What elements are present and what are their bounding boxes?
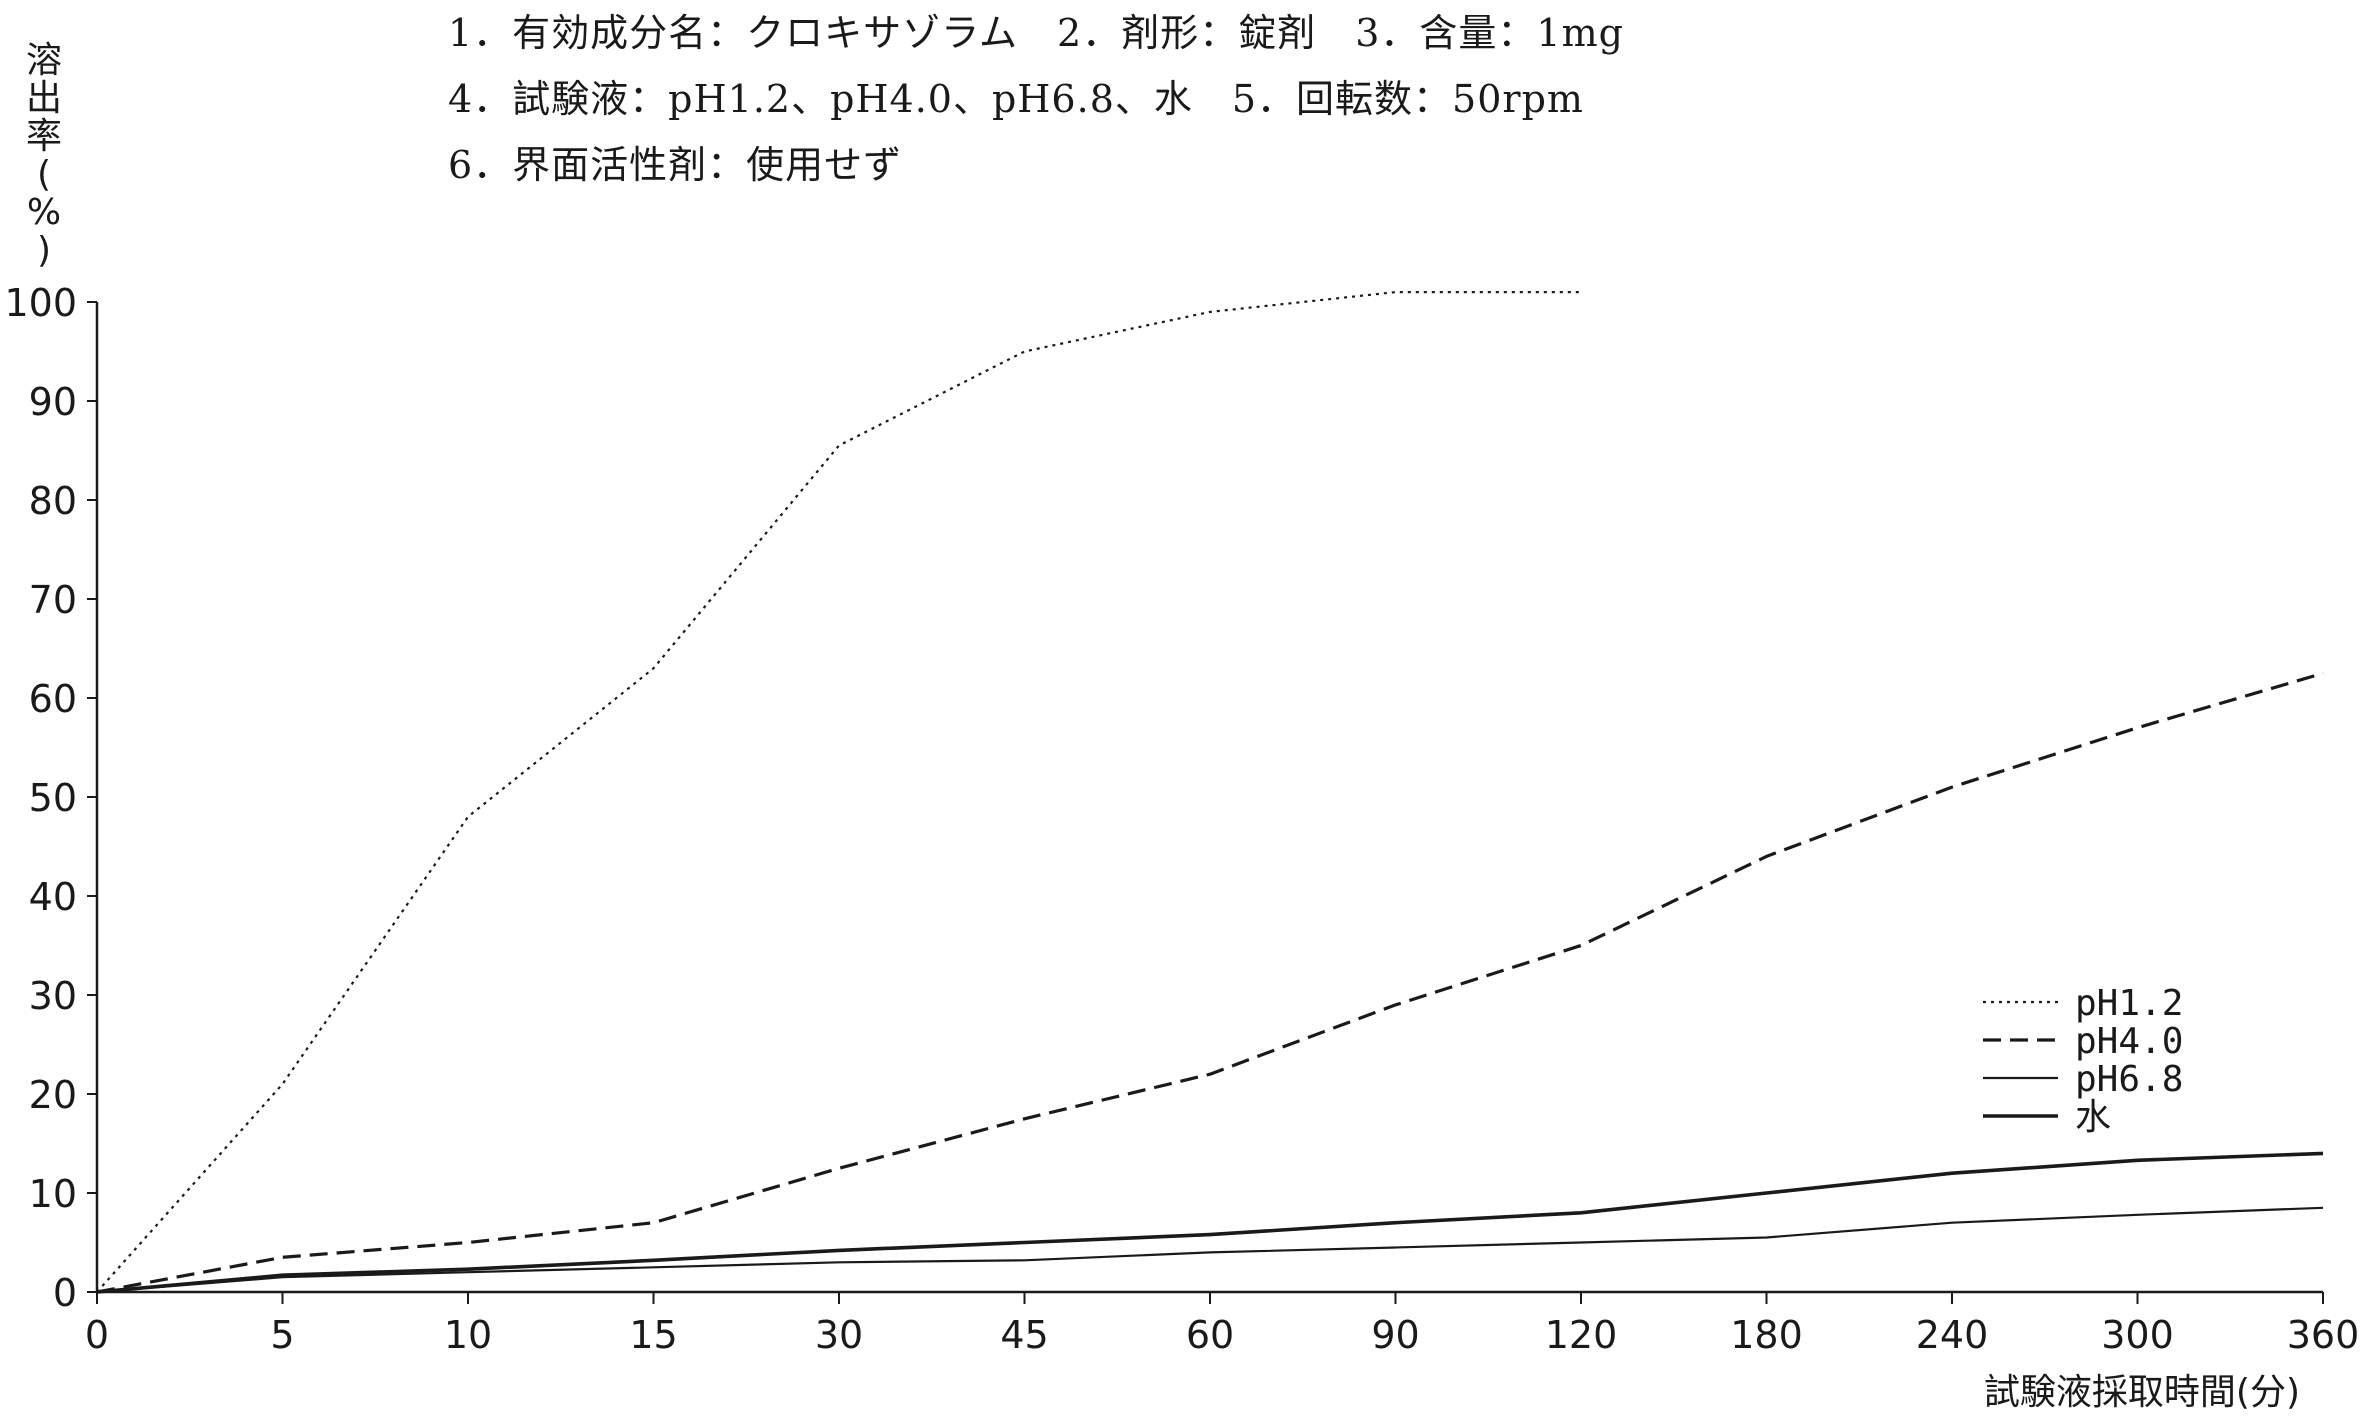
condition-line-3: 6．界面活性剤：使用せず [448, 143, 903, 187]
condition-line-2: 4．試験液：pH1.2、pH4.0、pH6.8、水 5．回転数：50rpm [448, 77, 1584, 121]
x-tick-label: 10 [444, 1313, 492, 1357]
x-tick-label: 5 [270, 1313, 294, 1357]
y-axis-label-char: 率 [26, 116, 62, 157]
y-tick-label: 30 [29, 974, 77, 1018]
x-tick-label: 120 [1545, 1313, 1618, 1357]
y-tick-label: 0 [53, 1271, 77, 1315]
y-tick-label: 100 [4, 281, 77, 325]
y-tick-label: 60 [29, 677, 77, 721]
series-line-water [96, 1151, 2324, 1294]
x-tick-label: 15 [629, 1313, 677, 1357]
y-axis-label-char: % [27, 192, 61, 233]
x-axis-label: 試験液採取時間(分) [1984, 1372, 2300, 1413]
y-tick-label: 80 [29, 479, 77, 523]
legend-label-ph4-0: pH4.0 [2075, 1021, 2183, 1062]
x-tick-label: 360 [2287, 1313, 2360, 1357]
test-conditions: 1．有効成分名：クロキサゾラム 2．剤形：錠剤 3．含量：1mg 4．試験液：p… [448, 0, 2348, 198]
x-tick-label: 240 [1916, 1313, 1989, 1357]
series-line-ph4-0 [96, 671, 2324, 1294]
y-axis-label-char: ) [37, 230, 51, 271]
x-tick-label: 180 [1730, 1313, 1803, 1357]
series-line-ph6-8 [96, 1206, 2324, 1294]
y-tick-label: 70 [29, 578, 77, 622]
chart-axes: 0 10 20 30 40 50 60 70 80 90 100 0 5 10 15 30 45 60 90 120 1… [4, 281, 2359, 1357]
x-tick-label: 90 [1371, 1313, 1419, 1357]
legend-label-ph6-8: pH6.8 [2075, 1059, 2183, 1100]
x-tick-label: 0 [85, 1313, 109, 1357]
y-tick-label: 20 [29, 1073, 77, 1117]
series-line-ph1-2 [96, 291, 1581, 1293]
condition-line-1: 1．有効成分名：クロキサゾラム 2．剤形：錠剤 3．含量：1mg [448, 11, 1624, 55]
legend-label-ph1-2: pH1.2 [2075, 983, 2183, 1024]
x-tick-label: 30 [815, 1313, 863, 1357]
x-tick-label: 60 [1186, 1313, 1234, 1357]
legend-label-water: 水 [2075, 1097, 2111, 1138]
y-axis-label-char: 出 [26, 78, 62, 119]
x-tick-label: 300 [2101, 1313, 2174, 1357]
y-axis-label: 溶出率(%) [26, 40, 62, 271]
y-axis-label-char: 溶 [26, 40, 62, 81]
x-tick-label: 45 [1000, 1313, 1048, 1357]
y-axis-label-char: ( [37, 154, 51, 195]
y-tick-label: 10 [29, 1172, 77, 1216]
y-tick-label: 50 [29, 776, 77, 820]
y-tick-label: 90 [29, 380, 77, 424]
y-tick-label: 40 [29, 875, 77, 919]
chart-axis-labels: 溶出率(%) 試験液採取時間(分) [26, 40, 2300, 1413]
chart-series [96, 291, 2324, 1294]
